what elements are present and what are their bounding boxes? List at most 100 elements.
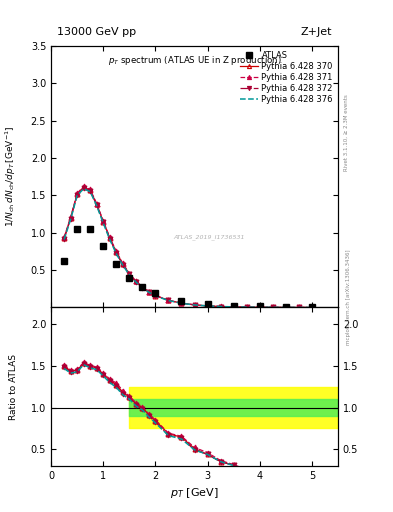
Pythia 6.428 376 <box>94 203 99 209</box>
Text: $p_T$ spectrum (ATLAS UE in Z production): $p_T$ spectrum (ATLAS UE in Z production… <box>108 54 281 67</box>
Pythia 6.428 371 <box>257 304 262 310</box>
Pythia 6.428 371 <box>205 303 210 309</box>
Pythia 6.428 371 <box>244 304 249 310</box>
Pythia 6.428 370 <box>192 302 197 308</box>
Pythia 6.428 372 <box>101 219 106 225</box>
ATLAS <box>257 304 262 310</box>
Pythia 6.428 371 <box>179 300 184 306</box>
Pythia 6.428 371 <box>101 218 106 224</box>
Pythia 6.428 370 <box>94 201 99 207</box>
Pythia 6.428 372 <box>231 304 236 310</box>
ATLAS <box>127 274 132 281</box>
Pythia 6.428 371 <box>296 304 301 310</box>
Pythia 6.428 376 <box>75 193 79 199</box>
Pythia 6.428 371 <box>283 304 288 310</box>
Pythia 6.428 376 <box>192 302 197 308</box>
Pythia 6.428 371 <box>218 304 223 310</box>
Pythia 6.428 372 <box>107 236 112 242</box>
Pythia 6.428 370 <box>257 304 262 310</box>
Pythia 6.428 370 <box>107 235 112 241</box>
Line: Pythia 6.428 370: Pythia 6.428 370 <box>62 185 314 310</box>
Pythia 6.428 372 <box>192 302 197 308</box>
ATLAS <box>62 258 66 264</box>
Text: ATLAS_2019_I1736531: ATLAS_2019_I1736531 <box>173 234 244 240</box>
Pythia 6.428 376 <box>88 188 93 195</box>
Pythia 6.428 372 <box>166 297 171 304</box>
Pythia 6.428 371 <box>127 270 132 276</box>
Pythia 6.428 370 <box>283 304 288 310</box>
Text: mcplots.cern.ch [arXiv:1306.3436]: mcplots.cern.ch [arXiv:1306.3436] <box>346 249 351 345</box>
Pythia 6.428 370 <box>231 304 236 310</box>
Pythia 6.428 376 <box>257 304 262 310</box>
Pythia 6.428 370 <box>127 271 132 277</box>
Pythia 6.428 372 <box>218 304 223 310</box>
Pythia 6.428 376 <box>205 303 210 309</box>
Pythia 6.428 376 <box>114 251 119 257</box>
Pythia 6.428 376 <box>218 304 223 310</box>
Pythia 6.428 372 <box>244 304 249 310</box>
ATLAS <box>179 297 184 304</box>
Text: Rivet 3.1.10, ≥ 2.3M events: Rivet 3.1.10, ≥ 2.3M events <box>344 95 349 172</box>
ATLAS <box>140 284 145 290</box>
Pythia 6.428 372 <box>134 279 138 285</box>
Pythia 6.428 370 <box>310 304 314 310</box>
Pythia 6.428 376 <box>62 237 66 243</box>
X-axis label: $p_T$ [GeV]: $p_T$ [GeV] <box>170 486 219 500</box>
Pythia 6.428 370 <box>147 289 151 295</box>
ATLAS <box>310 304 314 310</box>
Pythia 6.428 370 <box>68 215 73 221</box>
Pythia 6.428 370 <box>296 304 301 310</box>
Pythia 6.428 371 <box>134 278 138 284</box>
Pythia 6.428 370 <box>114 249 119 255</box>
Pythia 6.428 376 <box>107 237 112 243</box>
Pythia 6.428 376 <box>81 186 86 192</box>
Pythia 6.428 372 <box>88 188 93 194</box>
Pythia 6.428 372 <box>120 262 125 268</box>
Pythia 6.428 371 <box>88 186 93 193</box>
Pythia 6.428 370 <box>134 279 138 285</box>
Pythia 6.428 370 <box>88 187 93 194</box>
Pythia 6.428 371 <box>107 234 112 240</box>
Pythia 6.428 372 <box>147 289 151 295</box>
ATLAS <box>153 290 158 296</box>
Pythia 6.428 371 <box>153 292 158 298</box>
Text: 13000 GeV pp: 13000 GeV pp <box>57 27 136 37</box>
Pythia 6.428 371 <box>147 289 151 295</box>
Pythia 6.428 370 <box>153 292 158 298</box>
Pythia 6.428 372 <box>205 303 210 309</box>
Pythia 6.428 376 <box>166 297 171 304</box>
Pythia 6.428 370 <box>179 300 184 306</box>
Pythia 6.428 370 <box>166 297 171 304</box>
ATLAS <box>114 261 119 267</box>
ATLAS <box>205 301 210 307</box>
Pythia 6.428 371 <box>81 183 86 189</box>
Pythia 6.428 370 <box>140 284 145 290</box>
Pythia 6.428 376 <box>127 271 132 278</box>
Pythia 6.428 372 <box>94 202 99 208</box>
Pythia 6.428 371 <box>140 284 145 290</box>
Line: Pythia 6.428 371: Pythia 6.428 371 <box>62 184 314 310</box>
Pythia 6.428 370 <box>120 261 125 267</box>
Pythia 6.428 376 <box>270 304 275 310</box>
Pythia 6.428 376 <box>140 285 145 291</box>
Pythia 6.428 372 <box>81 185 86 191</box>
Pythia 6.428 371 <box>310 304 314 310</box>
Y-axis label: $1/N_{\rm ch}\,dN_{\rm ch}/dp_T\,[\rm{GeV}^{-1}]$: $1/N_{\rm ch}\,dN_{\rm ch}/dp_T\,[\rm{Ge… <box>4 126 18 227</box>
Pythia 6.428 370 <box>205 303 210 309</box>
Pythia 6.428 372 <box>283 304 288 310</box>
Line: Pythia 6.428 372: Pythia 6.428 372 <box>62 185 314 310</box>
ATLAS <box>283 304 288 310</box>
Pythia 6.428 370 <box>270 304 275 310</box>
Pythia 6.428 372 <box>140 285 145 291</box>
Pythia 6.428 372 <box>62 236 66 242</box>
Pythia 6.428 376 <box>101 220 106 226</box>
Pythia 6.428 370 <box>218 304 223 310</box>
Legend: ATLAS, Pythia 6.428 370, Pythia 6.428 371, Pythia 6.428 372, Pythia 6.428 376: ATLAS, Pythia 6.428 370, Pythia 6.428 37… <box>237 48 336 108</box>
ATLAS <box>75 226 79 232</box>
Pythia 6.428 376 <box>283 304 288 310</box>
Pythia 6.428 371 <box>120 260 125 266</box>
Pythia 6.428 371 <box>68 214 73 220</box>
Pythia 6.428 376 <box>179 300 184 306</box>
Line: ATLAS: ATLAS <box>61 226 315 310</box>
Pythia 6.428 376 <box>147 289 151 295</box>
